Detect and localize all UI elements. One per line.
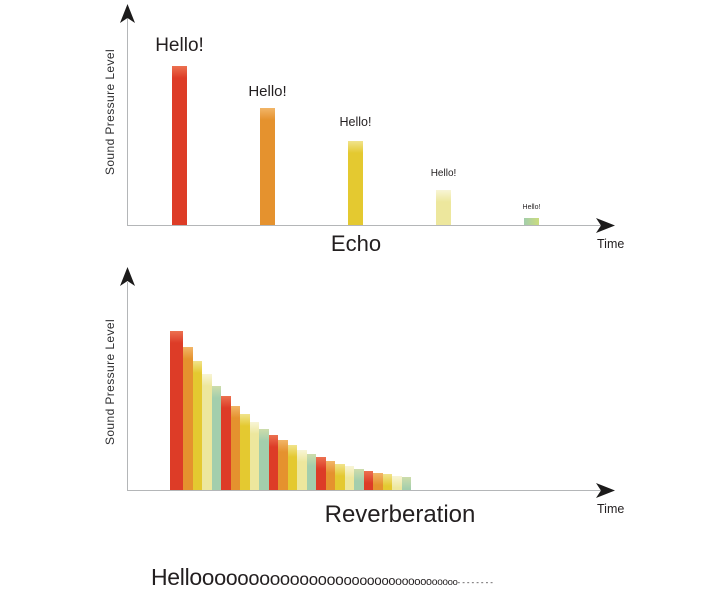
annotation-o: o	[248, 568, 260, 590]
reverberation-title: Reverberation	[324, 501, 476, 528]
annotation-o: o	[343, 572, 352, 589]
annotation-o: o	[388, 574, 396, 588]
annotation-o: o	[308, 570, 318, 589]
annotation-o: o	[201, 565, 215, 590]
reverberation-bar-1	[170, 331, 183, 490]
echo-y-axis	[127, 18, 128, 225]
echo-x-axis	[127, 225, 601, 226]
annotation-o: o	[366, 573, 375, 588]
annotation-o: o	[374, 573, 382, 588]
echo-chart: Sound Pressure Level Hello! Hello! Hello! H…	[0, 0, 710, 266]
echo-bar-4	[436, 190, 451, 225]
annotation-o: o	[279, 568, 290, 589]
reverberation-y-axis	[127, 282, 128, 490]
annotation-o: o	[225, 567, 238, 590]
echo-hello-label-2: Hello!	[248, 83, 287, 100]
annotation-o: o	[269, 569, 281, 590]
echo-hello-label-1: Hello!	[155, 35, 204, 56]
echo-hello-label-4: Hello!	[430, 168, 457, 179]
annotation-o: o	[359, 573, 367, 589]
echo-bar-2	[260, 108, 275, 225]
echo-bar-1	[172, 66, 187, 225]
echo-time-label: Time	[597, 237, 625, 251]
reverberation-hello-annotation: Hellooooooooooooooooooooooooooooooooo---…	[151, 565, 495, 590]
annotation-o: o	[299, 569, 309, 589]
annotation-o: o	[317, 571, 327, 589]
annotation-dash: -	[490, 578, 495, 587]
annotation-o: o	[335, 572, 344, 589]
annotation-prefix: Hello	[151, 564, 202, 590]
annotation-o: o	[351, 573, 360, 589]
annotation-o: o	[259, 568, 270, 590]
annotation-o: o	[289, 569, 300, 589]
echo-title: Echo	[330, 231, 382, 256]
reverberation-bars	[0, 266, 710, 490]
reverberation-time-label: Time	[597, 502, 625, 516]
reverberation-x-axis	[127, 490, 601, 491]
echo-bar-3	[348, 141, 363, 225]
annotation-o: o	[326, 572, 336, 589]
echo-bars: Hello! Hello! Hello! Hello! Hello!	[0, 0, 710, 225]
reverberation-chart: Sound Pressure Level Hellooooooooooooooo…	[0, 266, 710, 590]
annotation-o: o	[214, 565, 226, 590]
echo-hello-label-5: Hello!	[522, 204, 541, 211]
annotation-o: o	[381, 573, 389, 588]
echo-hello-label-3: Hello!	[339, 115, 372, 129]
annotation-o: o	[237, 567, 249, 590]
echo-bar-5	[524, 218, 539, 225]
